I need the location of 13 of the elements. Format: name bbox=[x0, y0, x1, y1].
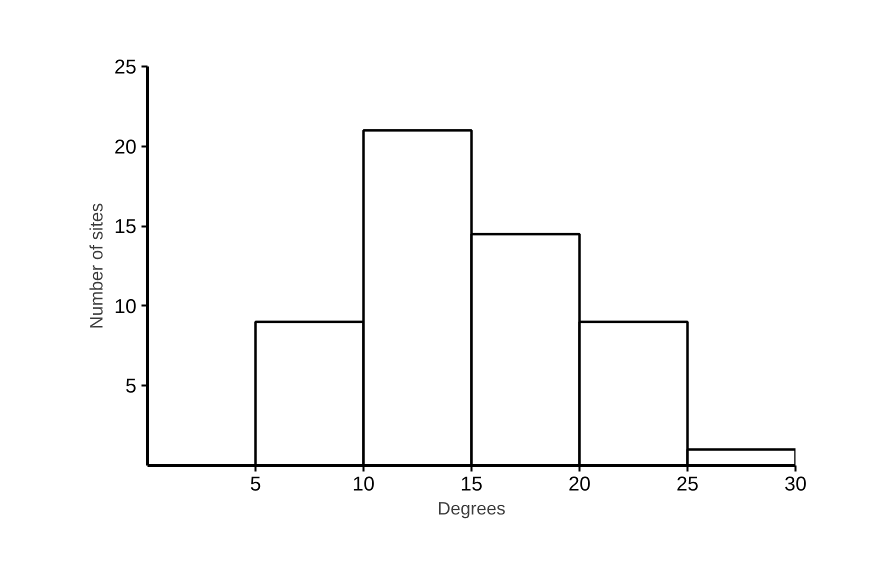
y-tick-label: 10 bbox=[114, 296, 137, 318]
y-tick-label: 15 bbox=[114, 216, 137, 238]
y-axis-title: Number of sites bbox=[86, 202, 106, 330]
x-tick-label: 5 bbox=[250, 474, 262, 496]
x-tick-label: 20 bbox=[568, 474, 591, 496]
x-tick-label: 30 bbox=[784, 474, 807, 496]
y-tick-label: 5 bbox=[125, 376, 136, 398]
x-tick-label: 10 bbox=[352, 474, 375, 496]
x-tick-label: 15 bbox=[460, 474, 483, 496]
y-tick-label: 20 bbox=[114, 136, 137, 158]
x-tick-label: 25 bbox=[676, 474, 699, 496]
y-tick-label: 25 bbox=[114, 56, 137, 78]
x-axis-title: Degrees bbox=[437, 498, 506, 518]
